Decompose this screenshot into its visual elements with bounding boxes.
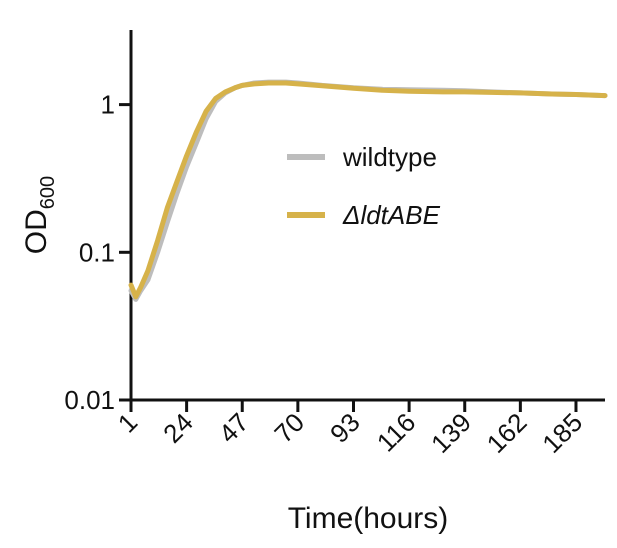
- x-tick-label: 162: [481, 407, 533, 459]
- x-tick-label: 24: [157, 407, 199, 449]
- legend-label: ΔldtABE: [342, 200, 441, 230]
- x-tick-label: 139: [425, 407, 477, 459]
- y-axis-label-sub: 600: [37, 176, 59, 209]
- x-tick-label: 116: [371, 407, 422, 458]
- x-axis-label: Time(hours): [288, 502, 449, 535]
- x-tick-label: 1: [112, 407, 143, 438]
- x-tick-label: 93: [324, 407, 366, 449]
- y-tick-label: 0.1: [79, 237, 115, 267]
- y-tick-label: 0.01: [64, 385, 115, 415]
- x-tick-label: 185: [536, 407, 588, 459]
- series-line: [128, 80, 608, 300]
- x-tick-label: 70: [268, 407, 310, 449]
- y-axis-label: OD600: [20, 176, 59, 254]
- y-tick-label: 1: [101, 90, 115, 120]
- x-tick-label: 47: [213, 407, 255, 449]
- legend-label: wildtype: [342, 142, 437, 172]
- y-axis-label-main: OD: [20, 209, 53, 254]
